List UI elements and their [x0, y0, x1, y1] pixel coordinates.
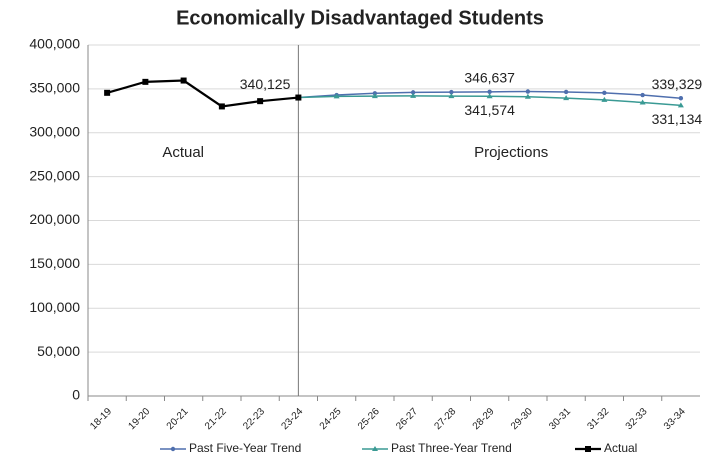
x-tick-label: 22-23 — [241, 406, 267, 432]
data-label: 340,125 — [240, 76, 291, 92]
chart-title: Economically Disadvantaged Students — [176, 7, 544, 29]
data-point — [602, 90, 607, 96]
data-point — [218, 103, 225, 110]
data-point — [104, 89, 111, 96]
data-point — [525, 89, 531, 94]
y-tick-label: 200,000 — [29, 211, 80, 227]
x-tick-label: 20-21 — [165, 406, 191, 432]
data-point — [678, 96, 684, 101]
y-tick-label: 400,000 — [29, 36, 80, 52]
data-label: 341,574 — [464, 102, 515, 118]
y-tick-label: 100,000 — [29, 299, 80, 315]
x-tick-label: 26-27 — [394, 406, 420, 432]
data-point — [640, 92, 645, 98]
data-point — [486, 93, 493, 99]
x-tick-label: 21-22 — [203, 406, 229, 432]
data-label: 346,637 — [464, 70, 515, 86]
annotation: Actual — [162, 144, 204, 161]
data-point — [142, 78, 149, 85]
data-label: 339,329 — [652, 76, 703, 92]
data-point — [180, 77, 187, 84]
data-point — [257, 98, 264, 105]
data-point — [601, 96, 608, 102]
x-tick-label: 29-30 — [509, 406, 535, 432]
data-point — [563, 89, 569, 95]
series-line — [106, 79, 299, 108]
x-tick-label: 19-20 — [126, 406, 152, 432]
legend-label: Past Three-Year Trend — [391, 441, 512, 455]
legend-label: Actual — [604, 441, 637, 455]
x-tick-label: 27-28 — [432, 406, 458, 432]
data-point — [639, 99, 646, 105]
x-tick-label: 32-33 — [624, 406, 650, 432]
data-point — [677, 102, 684, 108]
x-tick-label: 18-19 — [88, 406, 114, 432]
y-tick-label: 50,000 — [37, 343, 80, 359]
x-tick-label: 28-29 — [471, 406, 497, 432]
x-tick-label: 24-25 — [318, 406, 344, 432]
legend-marker — [170, 446, 176, 452]
data-point — [410, 90, 416, 95]
x-tick-label: 23-24 — [279, 406, 305, 432]
legend-label: Past Five-Year Trend — [189, 441, 301, 455]
x-tick-label: 33-34 — [662, 406, 688, 432]
data-point — [371, 93, 378, 99]
data-point — [410, 92, 417, 98]
y-tick-label: 150,000 — [29, 255, 80, 271]
data-point — [524, 93, 531, 99]
data-point — [487, 89, 492, 95]
y-tick-label: 350,000 — [29, 80, 80, 96]
y-tick-label: 300,000 — [29, 123, 80, 139]
data-point — [448, 93, 455, 99]
data-point — [449, 89, 454, 95]
data-point — [295, 94, 302, 101]
y-tick-label: 250,000 — [29, 167, 80, 183]
legend-marker — [372, 446, 378, 451]
x-tick-label: 25-26 — [356, 406, 382, 432]
legend-marker — [585, 446, 591, 452]
data-point — [563, 95, 570, 101]
data-point — [333, 93, 340, 99]
x-tick-label: 31-32 — [585, 406, 611, 432]
x-tick-label: 30-31 — [547, 406, 573, 432]
y-tick-label: 0 — [72, 387, 80, 403]
annotation: Projections — [474, 144, 548, 161]
data-label: 331,134 — [652, 111, 703, 127]
